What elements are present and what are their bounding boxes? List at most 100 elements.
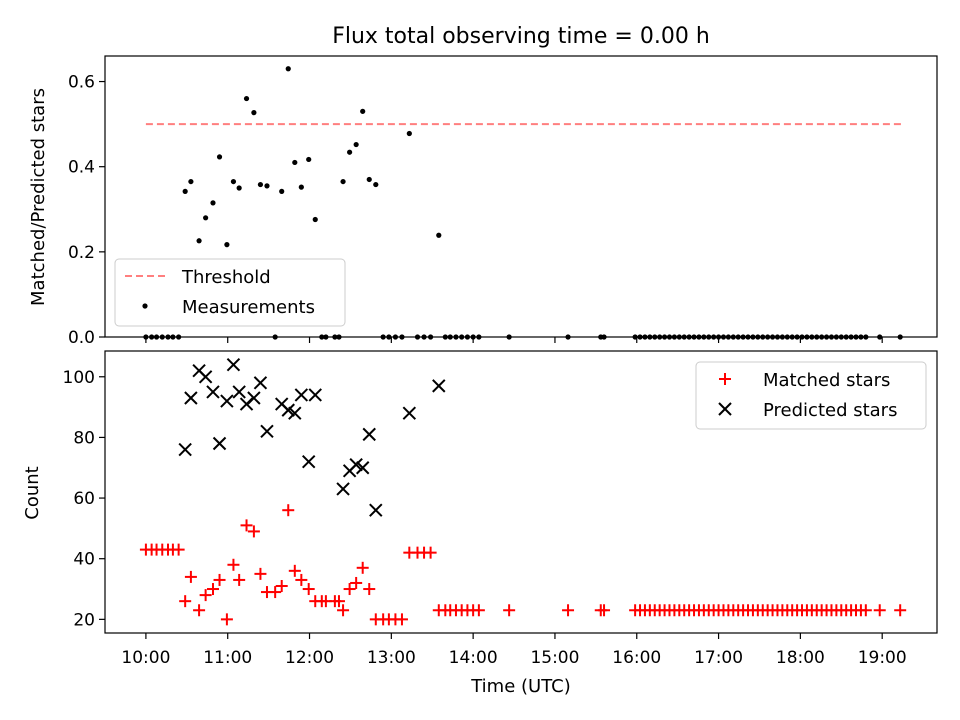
measurement-point bbox=[182, 188, 188, 194]
predicted-legend-swatch bbox=[718, 402, 732, 416]
measurement-point bbox=[292, 159, 298, 166]
matched-star-point bbox=[472, 604, 485, 617]
ratio-legend: Threshold Measurements bbox=[114, 258, 346, 327]
measurement-point bbox=[373, 181, 379, 188]
matched-star-point bbox=[873, 604, 886, 617]
measurement-point bbox=[353, 141, 359, 148]
measurement-point bbox=[347, 149, 353, 155]
y-tick-label: 0.4 bbox=[68, 158, 95, 178]
measurement-point bbox=[230, 178, 237, 185]
measurement-point bbox=[257, 181, 264, 188]
predicted-star-point bbox=[301, 454, 316, 469]
matched-star-point bbox=[337, 604, 350, 617]
ratio-y-axis-label: Matched/Predicted stars bbox=[28, 88, 49, 306]
y-tick-label: 80 bbox=[73, 428, 95, 448]
y-tick-label: 60 bbox=[73, 489, 95, 509]
y-tick-label: 40 bbox=[73, 550, 95, 570]
y-tick-label: 0.0 bbox=[68, 328, 95, 348]
x-tick-label: 17:00 bbox=[694, 648, 743, 668]
measurement-point bbox=[360, 108, 366, 114]
count-axes-frame bbox=[104, 350, 938, 634]
measurement-point bbox=[236, 185, 242, 191]
matched-star-point bbox=[343, 583, 356, 596]
matched-star-point bbox=[295, 573, 308, 586]
predicted-star-point bbox=[260, 424, 274, 439]
matched-legend-label: Matched stars bbox=[763, 370, 890, 391]
matched-star-point bbox=[275, 580, 288, 592]
ratio-panel: 0.0 0.2 0.4 0.6 Matched/Predicted stars Thr… bbox=[28, 55, 938, 348]
matched-star-point bbox=[227, 558, 240, 571]
count-legend: Matched stars Predicted stars bbox=[695, 361, 927, 430]
matched-star-point bbox=[247, 525, 260, 538]
measurement-point bbox=[188, 178, 194, 185]
matched-star-point bbox=[269, 586, 282, 599]
x-tick-label: 15:00 bbox=[530, 648, 579, 668]
count-x-ticks: 10:00 11:00 12:00 13:00 14:00 15:00 16:00 17:00… bbox=[121, 633, 907, 668]
count-panel: 20 40 60 80 100 10:00 11:00 12:00 13:00 14:00 15:… bbox=[22, 350, 938, 697]
predicted-star-point bbox=[281, 403, 295, 417]
predicted-star-point bbox=[232, 385, 246, 399]
measurements-legend-swatch bbox=[142, 303, 148, 309]
x-tick-label: 13:00 bbox=[367, 648, 416, 668]
y-tick-label: 20 bbox=[73, 610, 95, 630]
x-tick-label: 10:00 bbox=[121, 648, 170, 668]
x-axis-label: Time (UTC) bbox=[470, 676, 571, 697]
predicted-star-point bbox=[247, 391, 261, 405]
count-y-axis-label: Count bbox=[22, 466, 43, 519]
predicted-star-point bbox=[212, 436, 227, 451]
predicted-star-point bbox=[362, 427, 376, 442]
measurement-point bbox=[406, 130, 412, 137]
measurement-point bbox=[264, 183, 270, 189]
measurement-point bbox=[312, 216, 318, 223]
matched-star-point bbox=[356, 561, 369, 574]
predicted-star-point bbox=[308, 388, 322, 402]
predicted-star-point bbox=[184, 391, 198, 405]
measurement-point bbox=[210, 200, 216, 206]
predicted-legend-label: Predicted stars bbox=[763, 400, 897, 421]
matched-star-point bbox=[220, 613, 233, 626]
measurement-point bbox=[436, 232, 442, 238]
matched-star-point bbox=[894, 604, 907, 617]
x-tick-label: 18:00 bbox=[776, 648, 825, 668]
y-tick-label: 100 bbox=[63, 368, 95, 388]
predicted-star-point bbox=[432, 379, 446, 393]
matched-star-point bbox=[172, 543, 185, 556]
ratio-y-ticks: 0.0 0.2 0.4 0.6 bbox=[68, 73, 105, 348]
count-y-ticks: 20 40 60 80 100 bbox=[63, 368, 105, 630]
measurement-point bbox=[196, 238, 202, 244]
chart-title: Flux total observing time = 0.00 h bbox=[332, 24, 710, 49]
matched-star-point bbox=[288, 564, 301, 577]
predicted-star-point bbox=[220, 394, 234, 408]
matched-star-point bbox=[332, 595, 345, 608]
measurement-point bbox=[306, 156, 312, 163]
matched-star-point bbox=[240, 519, 253, 532]
measurement-point bbox=[298, 184, 304, 190]
predicted-star-point bbox=[294, 388, 309, 402]
measurement-point bbox=[224, 242, 230, 248]
matched-star-point bbox=[213, 573, 226, 586]
matched-star-point bbox=[302, 583, 315, 596]
matched-star-point bbox=[562, 604, 575, 617]
y-tick-label: 0.2 bbox=[68, 243, 95, 263]
matched-star-point bbox=[350, 576, 363, 589]
predicted-star-point bbox=[402, 406, 417, 420]
x-tick-label: 11:00 bbox=[203, 648, 252, 668]
count-plot-area bbox=[139, 357, 907, 626]
matched-star-point bbox=[282, 504, 295, 517]
predicted-star-point bbox=[355, 461, 370, 475]
measurement-point bbox=[216, 154, 223, 160]
predicted-star-point bbox=[336, 482, 350, 496]
predicted-star-point bbox=[369, 503, 383, 517]
measurement-point bbox=[203, 215, 209, 221]
matched-star-point bbox=[859, 604, 872, 617]
x-tick-label: 16:00 bbox=[612, 648, 661, 668]
x-tick-label: 14:00 bbox=[449, 648, 498, 668]
matched-star-point bbox=[193, 604, 206, 617]
matched-star-point bbox=[363, 583, 376, 596]
matched-star-point bbox=[206, 583, 219, 596]
matched-star-point bbox=[254, 567, 267, 580]
y-tick-label: 0.6 bbox=[68, 73, 95, 93]
x-tick-label: 12:00 bbox=[285, 648, 334, 668]
measurement-point bbox=[340, 178, 346, 185]
